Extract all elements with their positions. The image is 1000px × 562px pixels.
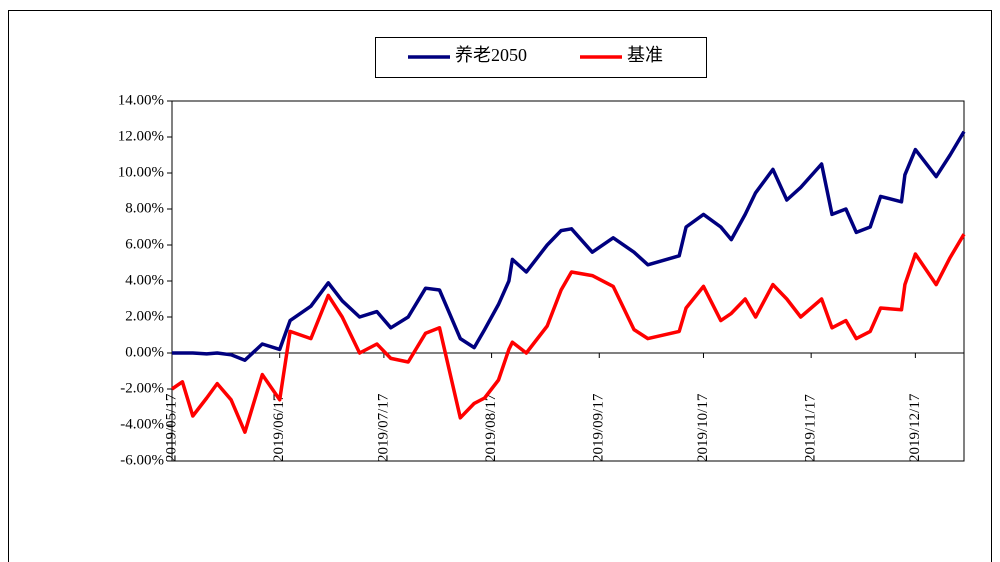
y-tick-label: 8.00%	[125, 200, 164, 216]
x-tick-label: 2019/10/17	[695, 393, 711, 462]
legend-label: 基准	[627, 45, 663, 65]
y-tick-label: 12.00%	[118, 128, 164, 144]
x-tick-label: 2019/12/17	[907, 393, 923, 462]
y-tick-label: 14.00%	[118, 92, 164, 108]
x-tick-label: 2019/11/17	[803, 394, 819, 462]
y-tick-label: 0.00%	[125, 344, 164, 360]
y-tick-label: -4.00%	[120, 416, 164, 432]
legend-box	[375, 37, 707, 78]
x-tick-label: 2019/09/17	[591, 393, 607, 462]
y-tick-label: 4.00%	[125, 272, 164, 288]
legend: 养老2050 基准	[375, 37, 707, 78]
legend-label: 养老2050	[455, 45, 527, 65]
series-line	[171, 233, 966, 434]
chart-frame	[8, 10, 992, 562]
series-line	[172, 130, 966, 362]
x-tick-label: 2019/08/17	[483, 393, 499, 462]
x-tick-label: 2019/07/17	[375, 393, 391, 462]
y-tick-label: -2.00%	[120, 380, 164, 396]
x-tick-label: 2019/05/17	[163, 393, 179, 462]
y-tick-label: 6.00%	[125, 236, 164, 252]
y-tick-label: -6.00%	[120, 452, 164, 468]
y-tick-label: 2.00%	[125, 308, 164, 324]
y-tick-label: 10.00%	[118, 164, 164, 180]
x-tick-label: 2019/06/17	[271, 393, 287, 462]
